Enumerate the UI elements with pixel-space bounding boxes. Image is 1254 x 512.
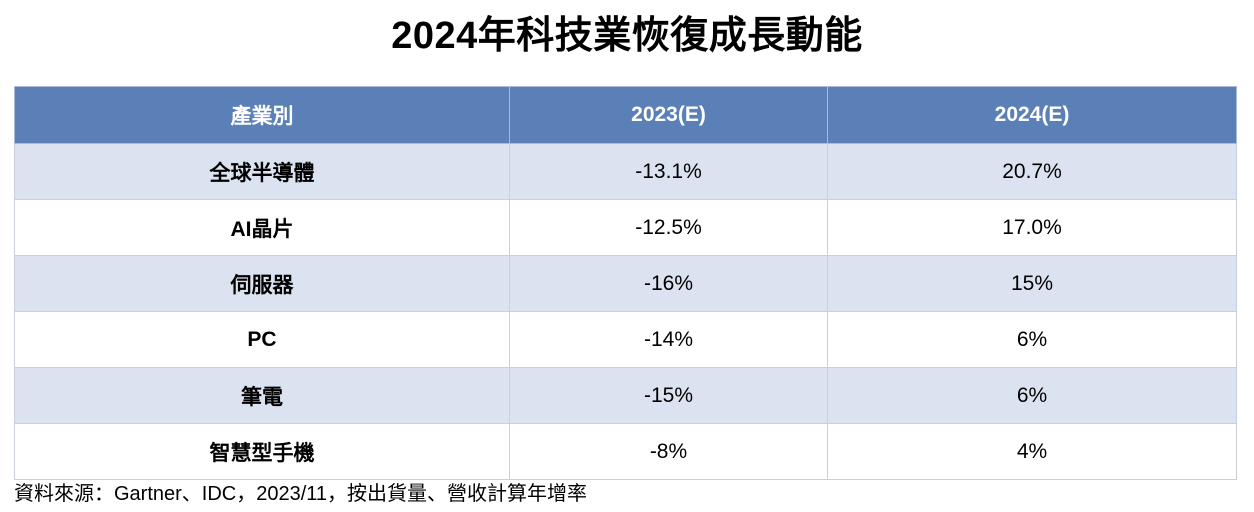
industry-cell: 智慧型手機 <box>14 423 510 480</box>
growth-table: 產業別 2023(E) 2024(E) 全球半導體 -13.1% 20.7% A… <box>14 86 1237 480</box>
table-header: 產業別 2023(E) 2024(E) <box>14 86 1237 144</box>
value-2023-cell: -15% <box>509 367 828 424</box>
industry-cell: 伺服器 <box>14 255 510 312</box>
value-2024-cell: 20.7% <box>827 143 1237 200</box>
header-industry: 產業別 <box>14 86 510 144</box>
industry-cell: PC <box>14 311 510 368</box>
value-2024-cell: 6% <box>827 367 1237 424</box>
industry-cell: 筆電 <box>14 367 510 424</box>
value-2023-cell: -14% <box>509 311 828 368</box>
value-2023-cell: -16% <box>509 255 828 312</box>
value-2024-cell: 17.0% <box>827 199 1237 256</box>
header-2024: 2024(E) <box>827 86 1237 144</box>
table-row: PC -14% 6% <box>14 311 1237 368</box>
value-2024-cell: 15% <box>827 255 1237 312</box>
header-2023: 2023(E) <box>509 86 828 144</box>
header-row: 產業別 2023(E) 2024(E) <box>14 86 1237 144</box>
value-2024-cell: 4% <box>827 423 1237 480</box>
source-note: 資料來源：Gartner、IDC，2023/11，按出貨量、營收計算年增率 <box>14 483 588 505</box>
table-row: AI晶片 -12.5% 17.0% <box>14 199 1237 256</box>
table-row: 伺服器 -16% 15% <box>14 255 1237 312</box>
table-row: 全球半導體 -13.1% 20.7% <box>14 143 1237 200</box>
value-2023-cell: -13.1% <box>509 143 828 200</box>
table-body: 全球半導體 -13.1% 20.7% AI晶片 -12.5% 17.0% 伺服器… <box>14 143 1237 480</box>
industry-cell: AI晶片 <box>14 199 510 256</box>
value-2023-cell: -12.5% <box>509 199 828 256</box>
industry-cell: 全球半導體 <box>14 143 510 200</box>
table-row: 智慧型手機 -8% 4% <box>14 423 1237 480</box>
page-title: 2024年科技業恢復成長動能 <box>391 15 863 57</box>
table-row: 筆電 -15% 6% <box>14 367 1237 424</box>
value-2024-cell: 6% <box>827 311 1237 368</box>
value-2023-cell: -8% <box>509 423 828 480</box>
